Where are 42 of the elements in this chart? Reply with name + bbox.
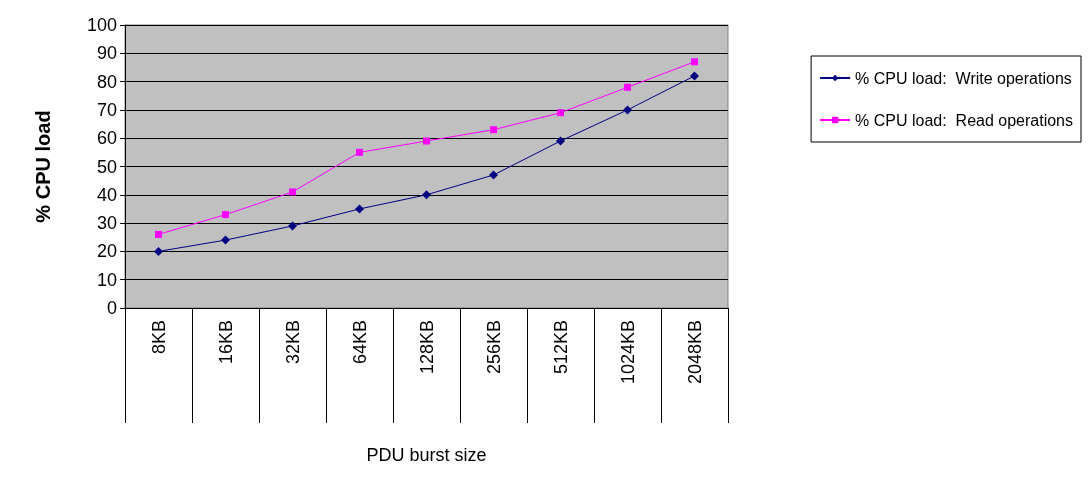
x-tick-label: 8KB [148, 320, 169, 355]
point [556, 136, 565, 146]
y-tick-label: 10 [96, 269, 117, 290]
point [288, 221, 297, 231]
point [691, 58, 698, 66]
legend-label: % CPU load: Write operations [855, 69, 1072, 87]
x-tick-label: 128KB [416, 320, 437, 375]
x-tick-label: 64KB [349, 320, 370, 365]
point [221, 235, 230, 245]
x-tick-label: 2048KB [684, 320, 705, 385]
point [222, 211, 229, 219]
y-tick-label: 90 [96, 43, 117, 64]
x-tick-label: 256KB [483, 320, 504, 375]
point [557, 109, 564, 117]
x-axis-title: PDU burst size [366, 445, 487, 465]
point [422, 190, 431, 200]
legend-label: % CPU load: Read operations [855, 111, 1074, 129]
point [490, 126, 497, 134]
y-tick-label: 40 [96, 184, 117, 205]
point [356, 148, 363, 156]
y-tick-label: 100 [86, 15, 117, 35]
y-tick-label: 50 [96, 156, 117, 177]
point [623, 105, 632, 115]
point [155, 230, 162, 238]
x-tick-label: 32KB [282, 320, 303, 365]
y-tick-label: 60 [96, 128, 117, 149]
point [690, 71, 699, 81]
point [154, 246, 163, 256]
x-tick-label: 16KB [215, 320, 236, 365]
y-tick-label: 80 [96, 71, 117, 92]
point [355, 204, 364, 214]
point [423, 137, 430, 145]
x-tick-label: 1024KB [617, 320, 638, 385]
point [489, 170, 498, 180]
y-tick-label: 20 [96, 241, 117, 262]
y-tick-label: 70 [96, 99, 117, 120]
point [289, 188, 296, 196]
y-tick-label: 0 [106, 298, 117, 318]
point [624, 83, 631, 91]
x-tick-label: 512KB [550, 320, 571, 375]
y-tick-label: 30 [96, 213, 117, 234]
y-axis-title: % CPU load [32, 110, 54, 223]
